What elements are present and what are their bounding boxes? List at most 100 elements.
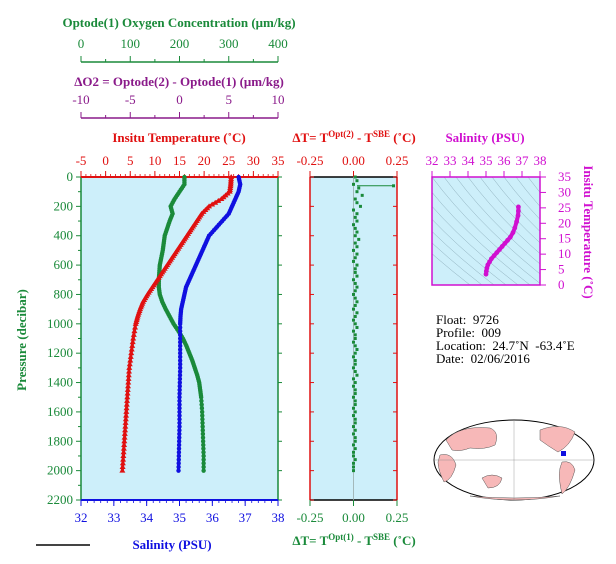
- delta-t-point: [353, 388, 357, 392]
- ts-density-contour: [539, 177, 540, 178]
- temperature-point: [125, 379, 132, 385]
- delta-t-point: [353, 241, 357, 245]
- ts-salinity-title: Salinity (PSU): [445, 130, 524, 145]
- oxygen-point: [200, 431, 206, 437]
- delta-t-bottom-tick-label: 0.25: [386, 510, 409, 525]
- temperature-point: [123, 405, 130, 411]
- ts-temperature-tick-label: 15: [558, 231, 571, 246]
- oxygen-point: [201, 468, 206, 473]
- ts-point: [515, 213, 521, 218]
- delta-t-point: [352, 208, 355, 212]
- ts-density-contour: [432, 242, 483, 285]
- delta-t-point: [352, 454, 355, 458]
- salinity-tick-label: 38: [272, 510, 285, 525]
- map-land-antarctica: [469, 495, 561, 501]
- salinity-tick-label: 35: [173, 510, 186, 525]
- float-label: Float:: [436, 312, 467, 327]
- ts-density-contour: [432, 231, 495, 285]
- ts-point: [505, 237, 510, 243]
- delta-t-bottom-title-part: ΔT= T: [292, 533, 328, 548]
- ts-temperature-tick-label: 35: [558, 169, 571, 184]
- temperature-tick-label: 25: [222, 153, 235, 168]
- pressure-tick-label: 2200: [47, 492, 73, 507]
- salinity-point: [177, 369, 183, 374]
- oxygen-point: [200, 417, 205, 422]
- delta-o2-tick-label: 10: [272, 92, 285, 107]
- delta-t-point: [352, 318, 355, 322]
- temperature-point: [215, 197, 222, 203]
- salinity-point: [177, 339, 183, 345]
- salinity-point: [177, 336, 183, 341]
- oxygen-point: [198, 395, 204, 400]
- salinity-point: [176, 439, 182, 444]
- pressure-tick-label: 200: [54, 198, 74, 213]
- temperature-point: [124, 394, 131, 400]
- temperature-point: [122, 423, 129, 429]
- delta-t-point: [353, 399, 357, 403]
- ts-density-contour: [503, 177, 540, 220]
- temperature-point: [119, 460, 126, 466]
- salinity-point: [177, 391, 182, 396]
- date-value: 02/06/2016: [470, 351, 530, 366]
- ts-temperature-tick-label: 10: [558, 246, 571, 261]
- salinity-point: [176, 468, 181, 473]
- delta-t-point: [352, 248, 355, 252]
- delta-t-point: [355, 274, 359, 278]
- profile-label: Profile:: [436, 325, 475, 340]
- salinity-point: [177, 365, 183, 371]
- ts-density-contour: [432, 192, 531, 285]
- delta-t-point: [352, 278, 355, 282]
- delta-o2-axis-title: ΔO2 = Optode(2) - Optode(1) (μm/kg): [74, 74, 284, 89]
- temperature-point: [121, 434, 128, 440]
- delta-o2-tick-label: 0: [176, 92, 183, 107]
- ts-point: [516, 208, 521, 214]
- delta-t-top-title: ΔT= TOpt(2) - TSBE (˚C): [292, 129, 415, 145]
- delta-t-bottom-title-part: - T: [354, 533, 374, 548]
- delta-t-point: [352, 377, 355, 381]
- delta-t-point: [353, 303, 357, 307]
- delta-t-top-title-part: - T: [354, 130, 374, 145]
- ts-point: [512, 225, 518, 231]
- delta-t-point: [355, 179, 359, 183]
- salinity-point: [176, 453, 182, 459]
- temperature-point: [122, 427, 129, 433]
- temperature-point: [128, 350, 135, 356]
- date-label: Date:: [436, 351, 465, 366]
- temperature-point: [218, 196, 225, 202]
- temperature-tick-label: -5: [76, 153, 87, 168]
- oxygen-tick-label: 0: [78, 36, 85, 51]
- delta-t-point: [353, 359, 357, 363]
- salinity-point: [177, 420, 182, 426]
- delta-t-point: [353, 344, 357, 348]
- salinity-point: [176, 464, 181, 470]
- temperature-point: [129, 339, 136, 345]
- delta-t-point: [360, 193, 364, 197]
- delta-t-point: [355, 212, 359, 216]
- pressure-tick-label: 1800: [47, 433, 73, 448]
- map-land-australia: [481, 474, 503, 489]
- temperature-point: [122, 416, 129, 422]
- info-location: Location: 24.7˚N -63.4˚E: [436, 338, 575, 354]
- delta-t-point: [353, 322, 357, 326]
- temperature-point: [126, 361, 133, 367]
- temperature-point: [124, 386, 131, 392]
- salinity-point: [176, 450, 182, 455]
- delta-t-point: [353, 351, 357, 355]
- ts-salinity-tick-label: 35: [480, 153, 493, 168]
- ts-temperature-tick-label: 25: [558, 200, 571, 215]
- delta-t-point: [355, 311, 359, 315]
- temperature-point: [121, 430, 128, 436]
- temperature-point: [127, 353, 134, 359]
- oxygen-tick-label: 300: [219, 36, 239, 51]
- temperature-tick-label: 20: [198, 153, 211, 168]
- salinity-point: [177, 387, 182, 393]
- ts-temperature-tick-label: 20: [558, 215, 571, 230]
- salinity-point: [177, 413, 182, 418]
- temperature-point: [121, 441, 128, 447]
- delta-t-top-title-sup: SBE: [373, 129, 390, 139]
- delta-t-point: [353, 337, 357, 340]
- salinity-point: [176, 461, 181, 466]
- ts-point: [516, 204, 521, 210]
- oxygen-point: [200, 428, 205, 433]
- salinity-tick-label: 32: [75, 510, 88, 525]
